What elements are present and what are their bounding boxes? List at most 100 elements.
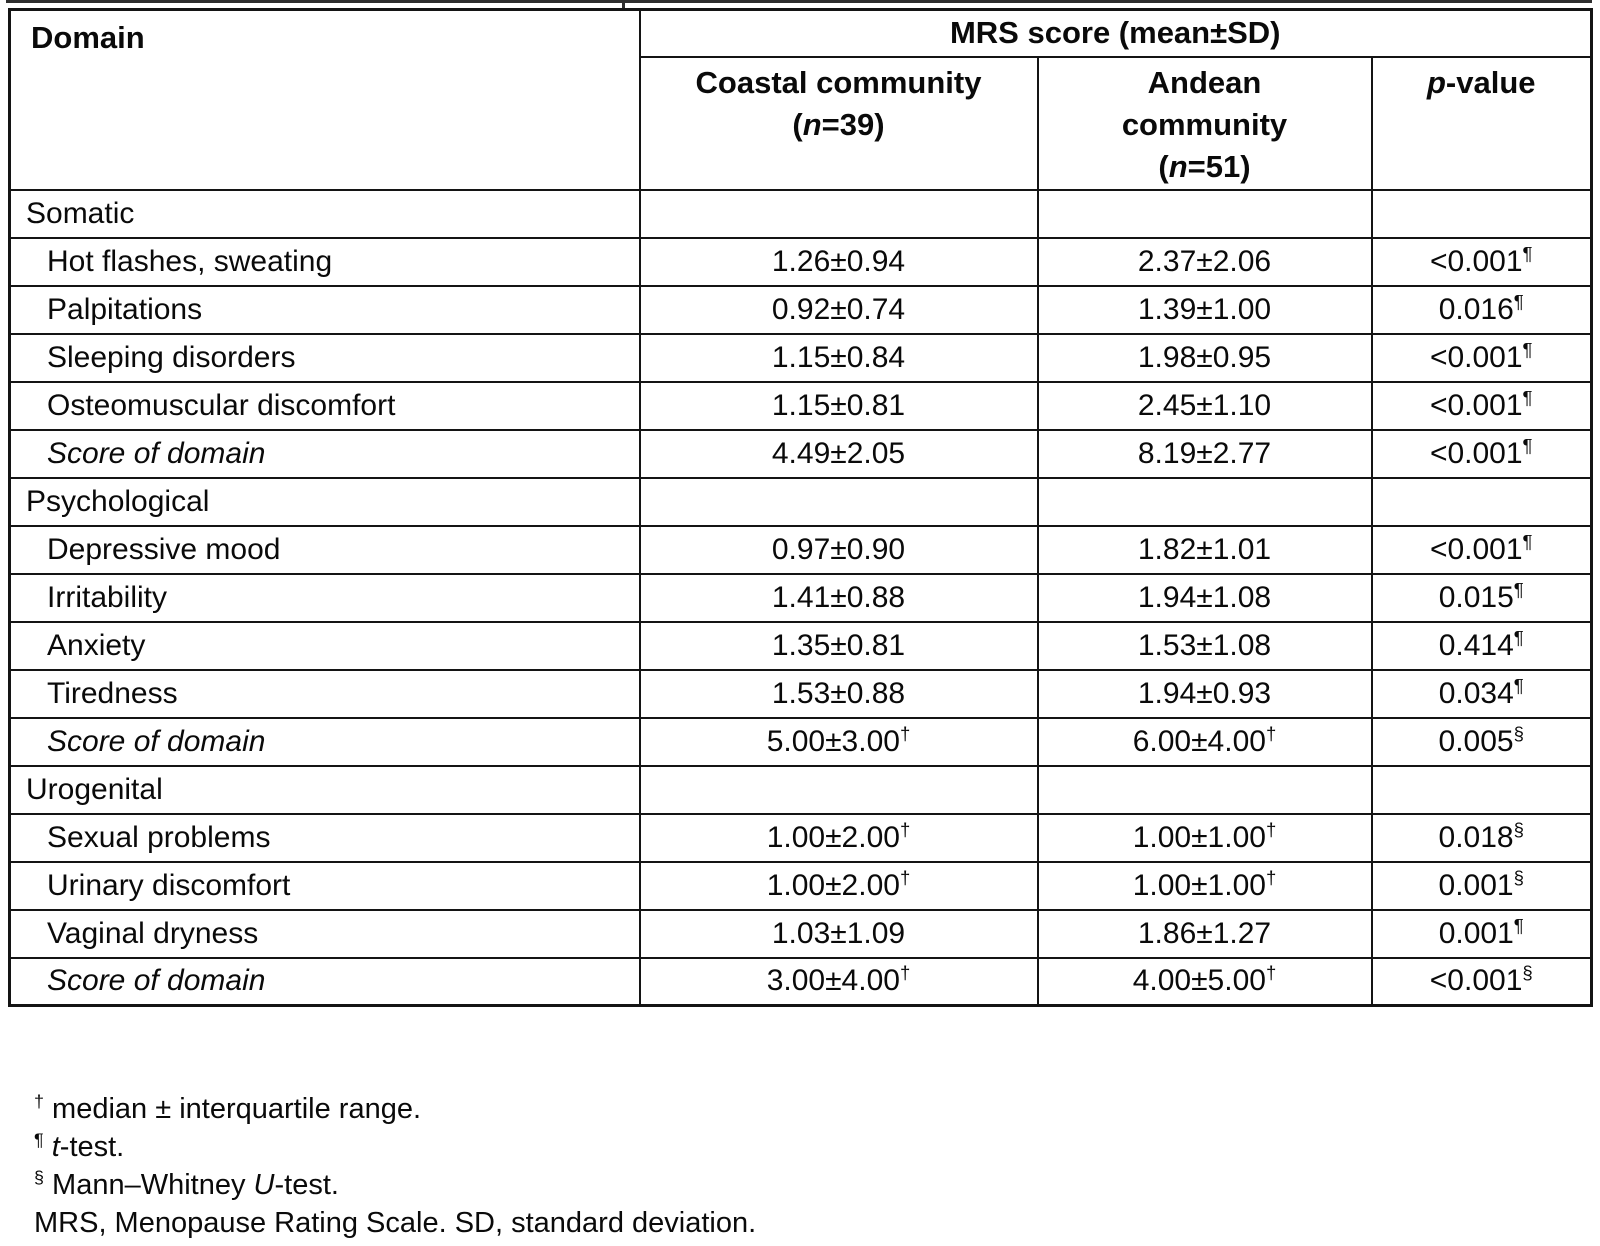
value-text: 1.00±2.00 <box>766 820 900 854</box>
andean-value-cell: 1.98±0.95 <box>1036 332 1373 383</box>
value-text: <0.001 <box>1429 964 1523 998</box>
p-value-cell: <0.001¶ <box>1370 236 1593 287</box>
domain-section-row: Psychological <box>8 476 1593 527</box>
value-text: 1.94±0.93 <box>1137 676 1272 710</box>
table-row: Sleeping disorders 1.15±0.84 1.98±0.95 <0.0… <box>8 332 1593 383</box>
row-label: Urinary discomfort <box>8 860 641 911</box>
p-value-cell <box>1370 476 1593 527</box>
footnote-marker: ¶ <box>1522 530 1533 552</box>
p-value-cell: 0.034¶ <box>1370 668 1593 719</box>
row-label: Tiredness <box>8 668 641 719</box>
value-text: 1.86±1.27 <box>1137 916 1272 950</box>
andean-value-cell: 6.00±4.00† <box>1036 716 1373 767</box>
value-text: 1.94±1.08 <box>1137 580 1272 614</box>
andean-value-cell: 1.86±1.27 <box>1036 908 1373 959</box>
value-text: 0.018 <box>1438 820 1514 854</box>
value-text: 1.35±0.81 <box>771 628 906 662</box>
p-value-cell: <0.001§ <box>1370 956 1593 1007</box>
footnote-marker: † <box>1265 722 1277 744</box>
p-value-cell <box>1370 764 1593 815</box>
andean-value-cell: 1.00±1.00† <box>1036 812 1373 863</box>
p-value-cell: 0.015¶ <box>1370 572 1593 623</box>
footnote-marker: † <box>899 722 911 744</box>
footnote-marker: ¶ <box>1522 386 1533 408</box>
p-value-cell: 0.018§ <box>1370 812 1593 863</box>
value-text: <0.001 <box>1429 388 1523 422</box>
value-text: 3.00±4.00 <box>766 964 900 998</box>
p-value-cell: 0.016¶ <box>1370 284 1593 335</box>
table-row: Urinary discomfort 1.00±2.00† 1.00±1.00† 0.… <box>8 860 1593 911</box>
value-text: 6.00±4.00 <box>1132 724 1266 758</box>
value-text: 2.45±1.10 <box>1137 388 1272 422</box>
andean-value-cell: 1.39±1.00 <box>1036 284 1373 335</box>
p-value-cell: 0.414¶ <box>1370 620 1593 671</box>
coastal-community-n: (n=39) <box>792 106 885 142</box>
cropped-column-border-line <box>622 0 625 10</box>
footnote-marker: ¶ <box>1522 242 1533 264</box>
value-text: 1.15±0.81 <box>771 388 906 422</box>
coastal-value-cell: 1.35±0.81 <box>638 620 1039 671</box>
coastal-value-cell: 0.97±0.90 <box>638 524 1039 575</box>
domain-label: Urogenital <box>8 764 641 815</box>
column-header-coastal-community: Coastal community (n=39) <box>638 55 1039 191</box>
table-row: Score of domain 4.49±2.05 8.19±2.77 <0.001¶ <box>8 428 1593 479</box>
footnote-marker: § <box>1513 866 1524 888</box>
value-text: 1.41±0.88 <box>771 580 906 614</box>
column-header-p-value: p-value <box>1370 55 1593 191</box>
column-header-domain: Domain <box>8 8 641 191</box>
p-value-cell: <0.001¶ <box>1370 524 1593 575</box>
footnotes: † median ± interquartile range. ¶ t-test.… <box>34 1090 756 1242</box>
domain-label: Somatic <box>8 188 641 239</box>
footnote-line: § Mann–Whitney U-test. <box>34 1167 339 1201</box>
footnote-marker: † <box>899 866 911 888</box>
value-text: <0.001 <box>1429 532 1523 566</box>
value-text: 1.98±0.95 <box>1137 340 1272 374</box>
value-text: 1.82±1.01 <box>1137 532 1272 566</box>
andean-value-cell: 1.94±0.93 <box>1036 668 1373 719</box>
value-text: <0.001 <box>1429 340 1523 374</box>
table-row: Tiredness 1.53±0.88 1.94±0.93 0.034¶ <box>8 668 1593 719</box>
coastal-value-cell: 1.15±0.81 <box>638 380 1039 431</box>
p-value-cell: <0.001¶ <box>1370 380 1593 431</box>
andean-value-cell <box>1036 476 1373 527</box>
row-label: Depressive mood <box>8 524 641 575</box>
footnote-marker: ¶ <box>34 1129 44 1150</box>
row-label: Score of domain <box>8 428 641 479</box>
coastal-value-cell: 5.00±3.00† <box>638 716 1039 767</box>
domain-section-row: Somatic <box>8 188 1593 239</box>
value-text: 1.00±1.00 <box>1132 868 1266 902</box>
value-text: 1.15±0.84 <box>771 340 906 374</box>
coastal-value-cell: 1.03±1.09 <box>638 908 1039 959</box>
coastal-value-cell: 1.26±0.94 <box>638 236 1039 287</box>
p-value-cell: <0.001¶ <box>1370 332 1593 383</box>
row-label: Score of domain <box>8 956 641 1007</box>
coastal-value-cell: 1.53±0.88 <box>638 668 1039 719</box>
p-value-cell: 0.001¶ <box>1370 908 1593 959</box>
value-text: 0.001 <box>1438 868 1514 902</box>
header-row-communities: Coastal community (n=39) Andean communit… <box>10 55 1593 191</box>
value-text: 1.39±1.00 <box>1137 292 1272 326</box>
p-value-cell <box>1370 188 1593 239</box>
andean-community-title-line1: Andean <box>1147 64 1262 100</box>
footnote-marker: ¶ <box>1522 434 1533 456</box>
value-text: 0.034 <box>1438 676 1514 710</box>
table-row: Vaginal dryness 1.03±1.09 1.86±1.27 0.001¶ <box>8 908 1593 959</box>
coastal-value-cell: 1.00±2.00† <box>638 860 1039 911</box>
footnote-marker: † <box>1265 866 1277 888</box>
column-header-andean-community: Andean community (n=51) <box>1036 55 1373 191</box>
table-row: Depressive mood 0.97±0.90 1.82±1.01 <0.001¶ <box>8 524 1593 575</box>
footnote-marker: ¶ <box>1513 626 1524 648</box>
value-text: 1.53±0.88 <box>771 676 906 710</box>
table-row: Anxiety 1.35±0.81 1.53±1.08 0.414¶ <box>8 620 1593 671</box>
value-text: 8.19±2.77 <box>1137 436 1272 470</box>
table-row: Sexual problems 1.00±2.00† 1.00±1.00† 0.018… <box>8 812 1593 863</box>
andean-value-cell: 2.37±2.06 <box>1036 236 1373 287</box>
coastal-community-title: Coastal community <box>695 64 982 100</box>
table-row: Score of domain 3.00±4.00† 4.00±5.00† <0.00… <box>8 956 1593 1007</box>
footnote-marker: ¶ <box>1522 338 1533 360</box>
footnote-marker: ¶ <box>1513 674 1524 696</box>
footnote-marker: † <box>1265 962 1277 984</box>
value-text: 0.015 <box>1438 580 1514 614</box>
footnote-marker: † <box>34 1091 44 1112</box>
value-text: 1.53±1.08 <box>1137 628 1272 662</box>
